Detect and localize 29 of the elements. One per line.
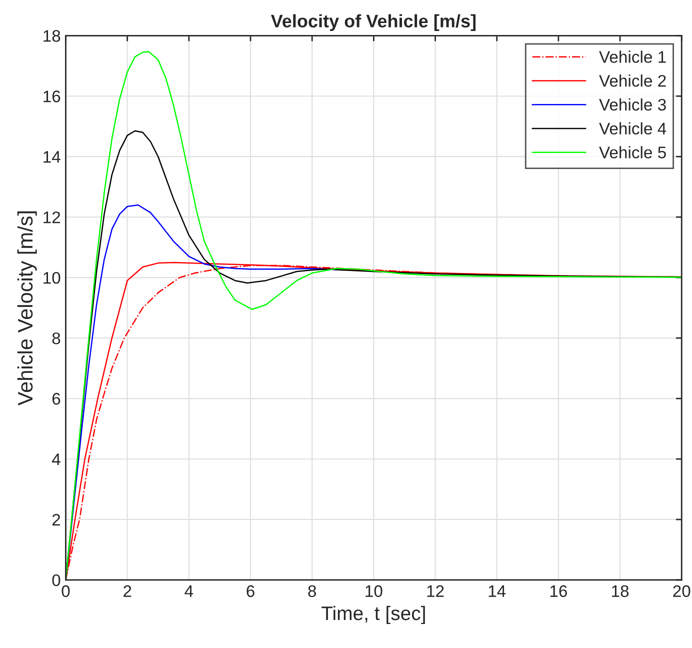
x-axis-title: Time, t [sec]	[322, 606, 425, 624]
x-tick-label: 20	[673, 585, 690, 598]
legend-label: Vehicle 3	[599, 98, 666, 111]
y-tick-label: 12	[44, 211, 60, 224]
y-tick-label: 14	[44, 151, 60, 163]
legend-label: Vehicle 5	[599, 146, 666, 158]
y-tick-label: 8	[52, 332, 60, 344]
legend-label: Vehicle 1	[599, 50, 666, 63]
y-tick-label: 2	[52, 514, 60, 526]
y-tick-label: 6	[52, 392, 60, 405]
x-tick-label: 14	[488, 585, 506, 597]
legend-label: Vehicle 2	[599, 74, 666, 87]
x-tick-label: 4	[184, 585, 194, 597]
x-tick-label: 2	[124, 585, 132, 597]
y-tick-label: 18	[44, 30, 60, 42]
x-tick-label: 16	[550, 585, 567, 598]
legend-label: Vehicle 4	[599, 122, 666, 134]
y-tick-label: 0	[52, 574, 60, 586]
y-tick-label: 16	[44, 90, 60, 102]
x-tick-label: 8	[308, 585, 316, 598]
y-tick-label: 4	[52, 454, 60, 466]
y-axis-title: Vehicle Velocity [m/s]	[17, 211, 37, 406]
chart-title: Velocity of Vehicle [m/s]	[270, 14, 476, 32]
x-tick-label: 10	[366, 585, 382, 598]
x-tick-label: 6	[246, 585, 254, 598]
x-tick-label: 0	[62, 585, 70, 598]
y-tick-label: 10	[44, 272, 60, 284]
x-tick-label: 18	[612, 585, 629, 598]
x-tick-label: 12	[427, 585, 444, 597]
